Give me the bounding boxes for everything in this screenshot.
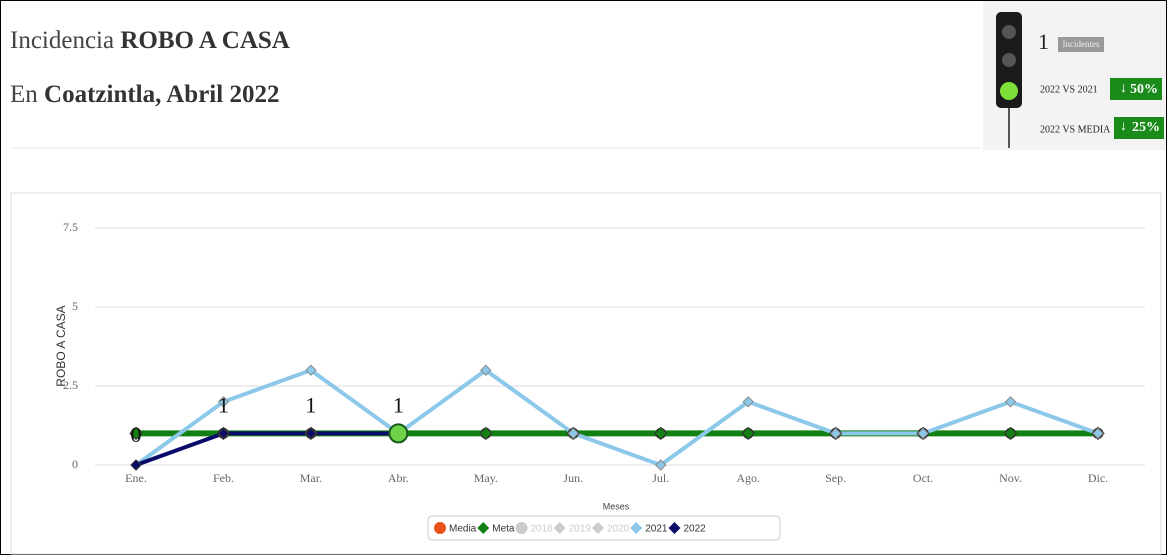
legend-marker: [668, 522, 681, 534]
comparison-label: 2022 VS 2021: [1040, 84, 1098, 95]
legend-marker: [477, 522, 490, 534]
series-line: [135, 431, 399, 467]
x-axis-title: Meses: [603, 501, 630, 511]
series-marker: [305, 427, 317, 440]
series-marker: [829, 427, 842, 440]
data-label: 1: [305, 392, 316, 417]
x-tick-label: Jun.: [563, 471, 583, 485]
series-marker: [217, 396, 230, 408]
comparison-arrow: ↓: [1120, 119, 1127, 134]
chart-panel: [10, 192, 1162, 555]
series-marker: [305, 364, 317, 376]
legend-label[interactable]: 2020: [607, 524, 630, 535]
current-highlight: [388, 423, 409, 444]
x-tick-label: Oct.: [913, 471, 933, 485]
legend-label[interactable]: 2018: [530, 524, 553, 535]
data-label: 1: [218, 392, 229, 417]
title-prefix: Incidencia: [10, 27, 114, 54]
series-marker: [1003, 426, 1018, 441]
y-tick-label: 7.5: [63, 220, 78, 234]
comparison-value: 50%: [1130, 82, 1158, 97]
series-marker: [130, 459, 142, 471]
series-marker: [1092, 427, 1104, 440]
y-tick-label: 0: [72, 457, 78, 471]
x-tick-label: Sep.: [825, 471, 846, 485]
subtitle-bold: Coatzintla, Abril 2022: [44, 81, 279, 108]
x-tick-label: Dic.: [1088, 471, 1108, 485]
subtitle-prefix: En: [10, 81, 38, 108]
legend-label[interactable]: Meta: [492, 524, 515, 535]
series-marker: [741, 426, 755, 441]
series-marker: [654, 426, 668, 441]
series-marker: [742, 396, 754, 408]
series-marker: [655, 459, 667, 471]
subtitle: En Coatzintla, Abril 2022: [10, 81, 279, 108]
legend-label[interactable]: 2022: [683, 524, 706, 535]
plot: 0 2.5 5 7.5 Ene. Feb. Mar. Abr. May. Jun. Jul. Ago.…: [63, 220, 1145, 535]
x-tick-label: Ene.: [125, 471, 147, 485]
x-tick-label: Jul.: [652, 471, 669, 485]
indicator-count: 1: [1038, 29, 1049, 54]
legend-marker: [630, 522, 643, 534]
indicator-badge-bg: [1058, 37, 1104, 52]
legend-label[interactable]: 2019: [569, 524, 592, 535]
title-bold: ROBO A CASA: [120, 27, 289, 54]
series-marker: [129, 426, 143, 441]
y-tick-label: 2.5: [63, 378, 78, 392]
x-tick-label: Feb.: [213, 471, 234, 485]
x-tick-label: Abr.: [388, 471, 409, 485]
y-axis-title: ROBO A CASA: [54, 305, 68, 386]
x-tick-label: Nov.: [999, 471, 1022, 485]
indicator-badge: Incidentes: [1063, 39, 1100, 49]
legend-marker: [434, 522, 446, 534]
series-marker: [917, 427, 929, 440]
series-marker: [480, 364, 492, 376]
x-tick-label: May.: [474, 471, 498, 485]
light-green: [1000, 82, 1018, 100]
light-red: [1002, 25, 1016, 39]
comparison-value: 25%: [1132, 120, 1160, 135]
comparison-label: 2022 VS MEDIA: [1040, 124, 1111, 135]
data-label: 1: [393, 392, 404, 417]
series-line: [134, 367, 1099, 468]
title: Incidencia ROBO A CASA: [10, 27, 290, 54]
comparison-badge: [1114, 117, 1164, 139]
series-marker: [1004, 396, 1017, 408]
legend-label[interactable]: Media: [449, 524, 477, 535]
legend-label[interactable]: 2021: [645, 524, 668, 535]
legend-box: [427, 515, 781, 541]
series-marker: [567, 427, 579, 440]
light-yellow: [1002, 53, 1016, 67]
series-marker: [217, 427, 230, 440]
series-marker: [479, 426, 493, 441]
legend-marker: [591, 522, 604, 534]
data-label: 0: [131, 422, 142, 447]
comparison-arrow: ↓: [1120, 81, 1127, 96]
legend-marker: [515, 522, 528, 534]
x-tick-label: Ago.: [736, 471, 760, 485]
comparison-badge: [1110, 78, 1162, 100]
legend-marker: [553, 522, 566, 534]
y-tick-label: 5: [72, 299, 78, 313]
x-tick-label: Mar.: [300, 471, 322, 485]
